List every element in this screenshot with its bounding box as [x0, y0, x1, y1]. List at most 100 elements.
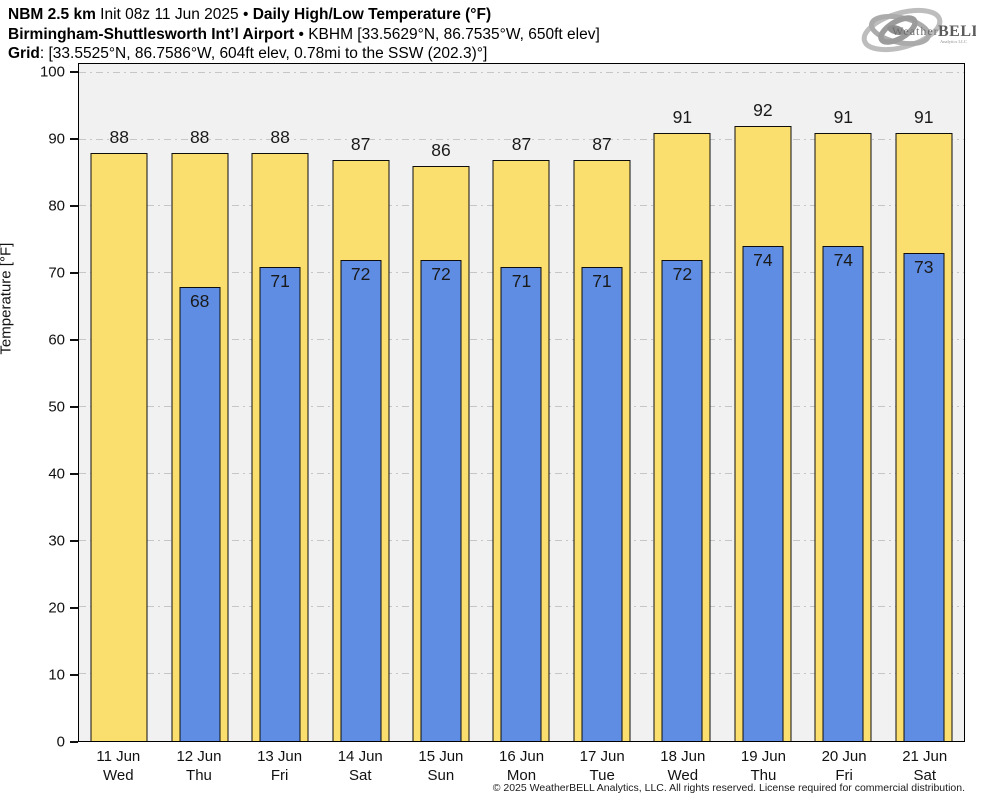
bar-group-12-jun: 88 68	[159, 64, 239, 741]
x-tick-label-16-jun: 16 Jun Mon	[481, 747, 562, 785]
low-value-label: 71	[511, 270, 532, 291]
low-bar: 72	[340, 259, 382, 741]
low-bar: 68	[179, 286, 221, 741]
low-bar: 71	[581, 266, 623, 741]
x-tick-weekday: Tue	[589, 767, 615, 784]
x-tick-date: 19 Jun	[740, 748, 786, 765]
bar-group-11-jun: 88	[79, 64, 159, 741]
x-tick-label-13-jun: 13 Jun Fri	[239, 747, 320, 785]
gridline-100	[79, 71, 964, 73]
bar-group-18-jun: 91 72	[642, 64, 722, 741]
header-line-3: Grid: [33.5525°N, 86.7586°W, 604ft elev,…	[8, 44, 600, 64]
grid-coordinates: : [33.5525°N, 86.7586°W, 604ft elev, 0.7…	[39, 45, 488, 62]
y-tick-mark-80	[70, 204, 78, 207]
x-tick-label-18-jun: 18 Jun Wed	[642, 747, 723, 785]
high-value-label: 92	[753, 100, 773, 121]
x-tick-weekday: Fri	[835, 767, 853, 784]
bar-group-20-jun: 91 74	[803, 64, 883, 741]
low-bar: 74	[822, 246, 864, 741]
low-bar: 73	[903, 253, 945, 741]
x-tick-weekday: Fri	[270, 767, 289, 784]
hurricane-swirl-icon: Weather BELL Analytics LLC	[861, 7, 982, 53]
chart-title: Daily High/Low Temperature (°F)	[252, 6, 492, 23]
bar-group-15-jun: 86 72	[401, 64, 481, 741]
high-value-label: 87	[592, 133, 612, 154]
x-tick-date: 16 Jun	[499, 748, 545, 765]
x-tick-date: 21 Jun	[902, 748, 948, 765]
y-tick-mark-10	[70, 673, 78, 676]
bullet-separator: •	[242, 6, 253, 23]
x-axis: 11 Jun Wed 12 Jun Thu 13 Jun Fri 14 Jun Sat 15 J…	[78, 747, 965, 785]
y-tick-mark-70	[70, 271, 78, 274]
x-tick-date: 20 Jun	[821, 748, 867, 765]
high-value-label: 88	[189, 126, 210, 147]
x-tick-date: 17 Jun	[579, 748, 625, 765]
y-tick-mark-100	[70, 70, 78, 73]
high-value-label: 91	[914, 106, 934, 127]
low-bar: 71	[259, 266, 301, 741]
bar-group-17-jun: 87 71	[562, 64, 642, 741]
y-tick-label-0: 0	[56, 733, 65, 751]
x-tick-date: 13 Jun	[257, 748, 303, 765]
logo-text-weather: Weather	[892, 24, 939, 38]
station-coordinates: • KBHM [33.5629°N, 86.7535°W, 650ft elev…	[294, 25, 600, 43]
x-tick-weekday: Thu	[750, 767, 777, 784]
y-axis: 0 10 20 30 40 50 60 70 80 90 100	[0, 63, 78, 751]
bar-group-16-jun: 87 71	[481, 64, 561, 741]
init-time: Init 08z 11 Jun 2025	[95, 6, 243, 23]
x-tick-label-12-jun: 12 Jun Thu	[159, 747, 240, 785]
x-tick-date: 12 Jun	[176, 748, 222, 765]
x-tick-weekday: Sun	[427, 767, 455, 784]
header-line-1: NBM 2.5 km Init 08z 11 Jun 2025 • Daily …	[8, 5, 600, 25]
x-tick-label-17-jun: 17 Jun Tue	[562, 747, 643, 785]
y-tick-label-100: 100	[39, 63, 65, 81]
y-tick-mark-30	[70, 539, 78, 542]
x-tick-label-20-jun: 20 Jun Fri	[804, 747, 885, 785]
weatherbell-logo: Weather BELL Analytics LLC	[858, 3, 982, 57]
y-tick-label-60: 60	[48, 331, 65, 349]
low-value-label: 72	[431, 263, 451, 284]
header-line-2: Birmingham-Shuttlesworth Int’l Airport •…	[8, 25, 600, 45]
x-tick-label-15-jun: 15 Jun Sun	[401, 747, 482, 785]
low-bar: 72	[420, 259, 462, 741]
high-value-label: 86	[431, 140, 451, 161]
x-tick-label-14-jun: 14 Jun Sat	[320, 747, 401, 785]
x-tick-weekday: Thu	[186, 767, 212, 784]
y-tick-mark-60	[70, 338, 78, 341]
bar-group-21-jun: 91 73	[884, 64, 964, 741]
y-tick-label-90: 90	[48, 130, 65, 148]
high-value-label: 87	[350, 133, 371, 154]
grid-label: Grid	[8, 45, 40, 62]
logo-text-bell: BELL	[938, 23, 976, 40]
y-tick-mark-40	[70, 472, 78, 475]
low-value-label: 71	[592, 270, 612, 291]
y-tick-label-10: 10	[48, 666, 65, 684]
bar-group-19-jun: 92 74	[723, 64, 803, 741]
y-tick-mark-90	[70, 137, 78, 140]
high-value-label: 88	[270, 126, 290, 147]
x-tick-date: 18 Jun	[660, 748, 706, 765]
high-value-label: 87	[511, 133, 532, 154]
bar-group-13-jun: 88 71	[240, 64, 320, 741]
high-value-label: 88	[109, 126, 129, 147]
low-bar: 71	[500, 266, 542, 741]
x-tick-label-19-jun: 19 Jun Thu	[723, 747, 804, 785]
model-name: NBM 2.5 km	[8, 6, 96, 23]
chart-footer: © 2025 WeatherBELL Analytics, LLC. All r…	[492, 782, 965, 794]
low-bar: 72	[661, 259, 703, 741]
x-tick-weekday: Sat	[348, 767, 372, 784]
y-tick-mark-20	[70, 606, 78, 609]
chart-header: NBM 2.5 km Init 08z 11 Jun 2025 • Daily …	[8, 5, 600, 64]
x-tick-weekday: Mon	[506, 767, 537, 784]
x-tick-label-21-jun: 21 Jun Sat	[884, 747, 965, 785]
low-value-label: 72	[350, 263, 371, 284]
low-value-label: 71	[270, 270, 290, 291]
low-value-label: 73	[914, 257, 934, 278]
x-tick-date: 14 Jun	[337, 748, 383, 765]
low-value-label: 74	[833, 250, 854, 271]
y-tick-label-30: 30	[48, 532, 65, 550]
x-tick-date: 15 Jun	[418, 748, 464, 765]
low-value-label: 68	[189, 290, 210, 311]
x-tick-weekday: Wed	[103, 767, 134, 784]
